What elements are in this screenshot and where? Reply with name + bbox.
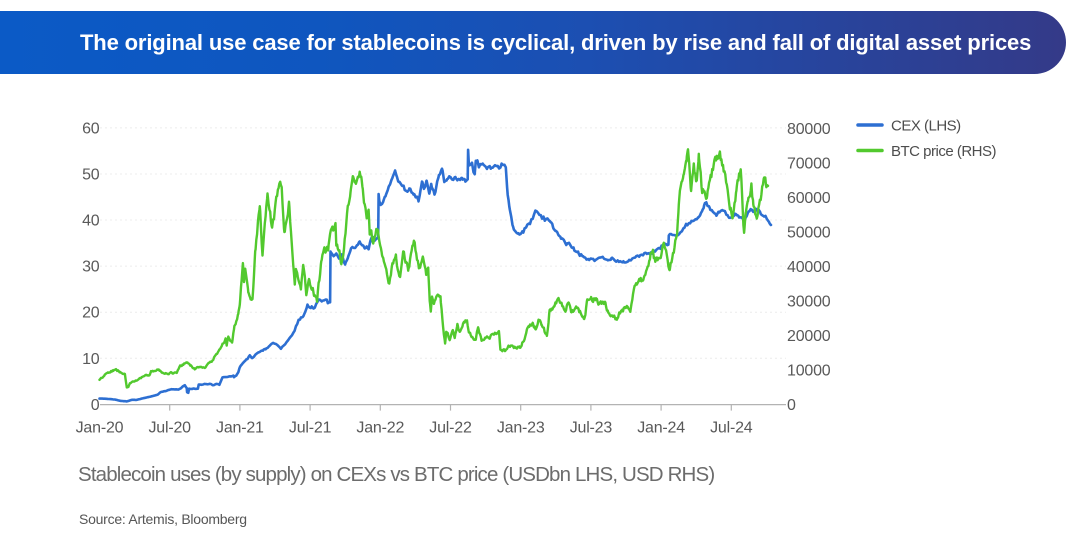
svg-text:Jul-23: Jul-23 [570,420,613,437]
svg-text:0: 0 [91,397,100,414]
svg-text:20000: 20000 [787,328,831,345]
svg-text:40: 40 [82,213,100,230]
svg-text:Jan-23: Jan-23 [497,420,545,437]
svg-text:Jan-20: Jan-20 [76,420,124,437]
svg-text:50000: 50000 [787,225,831,242]
svg-text:20: 20 [82,305,100,322]
svg-text:30000: 30000 [787,294,831,311]
svg-text:Jan-21: Jan-21 [216,420,264,437]
svg-text:BTC price (RHS): BTC price (RHS) [891,143,997,160]
svg-text:Jul-21: Jul-21 [289,420,332,437]
svg-text:Jul-20: Jul-20 [149,420,192,437]
svg-text:10: 10 [82,351,100,368]
svg-text:40000: 40000 [787,259,831,276]
svg-text:60: 60 [82,120,100,137]
svg-text:10000: 10000 [787,363,831,380]
svg-text:Jul-24: Jul-24 [710,420,753,437]
svg-text:0: 0 [787,397,796,414]
svg-text:Jul-22: Jul-22 [429,420,472,437]
svg-text:Jan-24: Jan-24 [637,420,685,437]
svg-text:70000: 70000 [787,155,831,172]
svg-text:80000: 80000 [787,121,831,138]
svg-text:Jan-22: Jan-22 [356,420,404,437]
svg-text:60000: 60000 [787,190,831,207]
svg-text:30: 30 [82,259,100,276]
svg-text:CEX (LHS): CEX (LHS) [891,118,961,135]
svg-text:50: 50 [82,167,100,184]
